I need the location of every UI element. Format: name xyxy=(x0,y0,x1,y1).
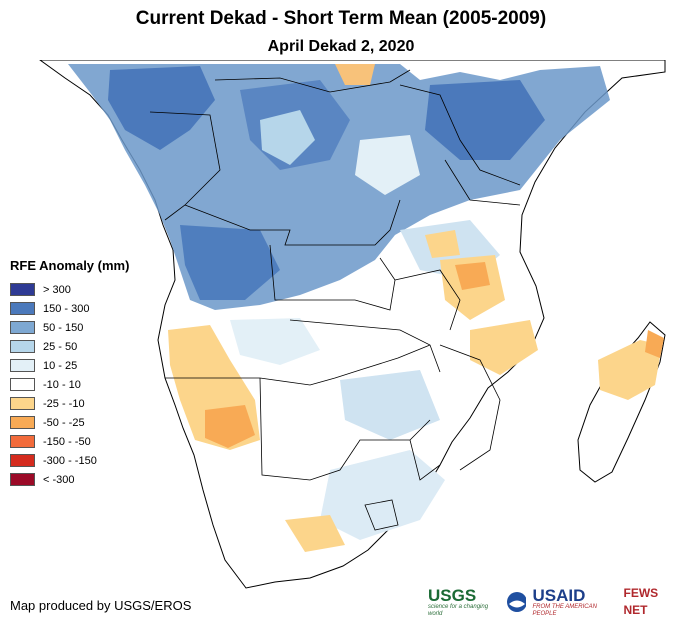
legend-swatch xyxy=(10,359,35,372)
legend-item: -300 - -150 xyxy=(10,451,129,470)
dry-patch-malawi-deep xyxy=(455,262,490,290)
legend-label: 25 - 50 xyxy=(43,340,78,353)
light-wet-patch-5 xyxy=(320,450,445,540)
light-wet-patch-1 xyxy=(260,110,315,165)
map-title: Current Dekad - Short Term Mean (2005-20… xyxy=(135,8,547,29)
legend-item: -10 - 10 xyxy=(10,375,129,394)
legend-item: 25 - 50 xyxy=(10,337,129,356)
very-wet-patch-east xyxy=(425,80,545,160)
legend-swatch xyxy=(10,378,35,391)
legend-swatch xyxy=(10,397,35,410)
legend-label: > 300 xyxy=(43,283,71,296)
dry-patch-namibia-deep xyxy=(205,405,255,448)
usaid-logo: USAID FROM THE AMERICAN PEOPLE xyxy=(532,587,617,618)
map-subtitle: April Dekad 2, 2020 xyxy=(267,38,415,55)
legend-label: 10 - 25 xyxy=(43,359,78,372)
legend-item: -25 - -10 xyxy=(10,394,129,413)
legend-swatch xyxy=(10,416,35,429)
legend-swatch xyxy=(10,321,35,334)
legend-label: -150 - -50 xyxy=(43,435,91,448)
legend-item: -50 - -25 xyxy=(10,413,129,432)
legend-item: > 300 xyxy=(10,280,129,299)
usaid-tagline: FROM THE AMERICAN PEOPLE xyxy=(532,603,597,617)
logo-strip: USGS science for a changing world USAID … xyxy=(428,585,682,619)
legend-label: < -300 xyxy=(43,473,75,486)
legend-items: > 300 150 - 300 50 - 150 25 - 50 10 - 25 -10 … xyxy=(10,280,129,489)
credit-text: Map produced by USGS/EROS xyxy=(10,598,192,613)
fewsnet-logo: FEWS NET xyxy=(624,585,682,619)
noaa-logo-icon xyxy=(506,592,527,612)
legend-swatch xyxy=(10,435,35,448)
legend-label: -25 - -10 xyxy=(43,397,85,410)
dry-patch-madagascar xyxy=(598,340,662,400)
legend: RFE Anomaly (mm) > 300 150 - 300 50 - 150 2… xyxy=(10,258,129,489)
usaid-logo-text: USAID xyxy=(532,585,586,605)
legend-swatch xyxy=(10,473,35,486)
legend-item: 150 - 300 xyxy=(10,299,129,318)
light-wet-patch-2 xyxy=(355,135,420,195)
anomaly-map xyxy=(39,60,666,589)
usgs-tagline: science for a changing world xyxy=(428,603,489,617)
legend-label: -50 - -25 xyxy=(43,416,85,429)
legend-swatch xyxy=(10,454,35,467)
dry-patch-mozambique xyxy=(470,320,538,375)
legend-item: 10 - 25 xyxy=(10,356,129,375)
usgs-logo-text: USGS xyxy=(428,585,477,605)
legend-item: 50 - 150 xyxy=(10,318,129,337)
dry-patch-drc-south xyxy=(425,230,460,258)
light-wet-patch-6 xyxy=(230,318,320,365)
very-wet-patch-west xyxy=(108,66,215,150)
legend-swatch xyxy=(10,283,35,296)
legend-label: 50 - 150 xyxy=(43,321,84,334)
dry-patch-madagascar-deep xyxy=(645,330,664,358)
country-borders xyxy=(149,69,521,531)
legend-item: -150 - -50 xyxy=(10,432,129,451)
usgs-logo: USGS science for a changing world xyxy=(428,587,500,618)
legend-label: 150 - 300 xyxy=(43,302,90,315)
legend-item: < -300 xyxy=(10,470,129,489)
very-wet-patch-angola xyxy=(180,225,280,300)
legend-title: RFE Anomaly (mm) xyxy=(10,258,130,273)
legend-label: -300 - -150 xyxy=(43,454,97,467)
dry-patch-tanzania-n xyxy=(335,64,375,85)
dry-patch-south-africa xyxy=(285,515,345,552)
legend-swatch xyxy=(10,302,35,315)
legend-label: -10 - 10 xyxy=(43,378,81,391)
legend-swatch xyxy=(10,340,35,353)
fewsnet-logo-text: FEWS NET xyxy=(623,586,659,617)
light-wet-patch-4 xyxy=(340,370,440,440)
